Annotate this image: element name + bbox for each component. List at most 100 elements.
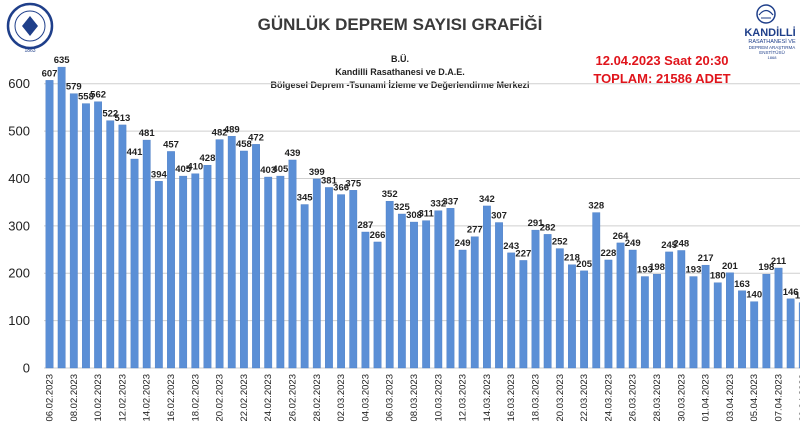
bar (142, 139, 151, 369)
x-tick-label: 06.03.2023 (385, 374, 396, 422)
bar-value-label: 249 (455, 238, 471, 249)
bar-value-label: 345 (297, 193, 314, 204)
bar-value-label: 249 (625, 238, 641, 249)
bar (422, 220, 431, 369)
bar (713, 282, 722, 369)
x-tick-label: 26.02.2023 (288, 374, 299, 422)
total-count: TOPLAM: 21586 ADET (593, 71, 730, 86)
bar (604, 259, 613, 369)
bar-value-label: 138 (795, 291, 800, 302)
right-logo-line2: DEPREM ARAŞTIRMA (749, 45, 796, 50)
bar-value-label: 481 (139, 128, 156, 139)
bar (385, 201, 394, 369)
bar-value-label: 218 (564, 253, 580, 264)
x-tick-label: 16.03.2023 (506, 374, 517, 422)
bar-value-label: 410 (187, 162, 203, 173)
x-tick-label: 10.02.2023 (93, 374, 104, 422)
bar-value-label: 558 (78, 92, 94, 103)
bar-value-label: 211 (771, 256, 787, 267)
bar-value-label: 243 (503, 241, 519, 252)
bar-value-label: 198 (649, 262, 665, 273)
bar (689, 276, 698, 369)
x-tick-label: 03.04.2023 (725, 374, 736, 422)
bar-value-label: 405 (175, 164, 192, 175)
bar (179, 175, 188, 369)
bar-value-label: 287 (357, 220, 373, 231)
bar-value-label: 381 (321, 175, 338, 186)
org-line-3: Bölgesel Deprem -Tsunami İzleme ve Değer… (271, 80, 530, 90)
x-tick-label: 18.03.2023 (531, 374, 542, 422)
bar (568, 264, 576, 369)
bar (312, 178, 321, 369)
x-tick-label: 24.03.2023 (603, 374, 614, 422)
bar (203, 164, 212, 369)
y-tick-label: 200 (8, 266, 30, 281)
bar (701, 264, 710, 369)
x-tick-label: 22.02.2023 (239, 374, 250, 422)
bar (774, 267, 783, 369)
x-tick-label: 22.03.2023 (579, 374, 590, 422)
bar (580, 270, 589, 369)
bar-value-label: 522 (102, 109, 118, 120)
x-tick-label: 14.03.2023 (482, 374, 493, 422)
x-tick-label: 09.04.2023 (798, 374, 800, 422)
x-tick-label: 05.04.2023 (749, 374, 760, 422)
bar (45, 80, 54, 369)
bar (738, 290, 746, 369)
bar (640, 276, 649, 369)
bar-value-label: 248 (673, 238, 689, 249)
bar (726, 272, 734, 369)
right-logo-year: 1868 (768, 55, 778, 60)
bar-value-label: 227 (515, 248, 531, 259)
bar (191, 173, 200, 369)
bar (519, 260, 528, 369)
bar-value-label: 308 (406, 210, 422, 221)
bar (361, 231, 370, 369)
bar (592, 212, 601, 369)
bar-value-label: 311 (418, 209, 434, 220)
bar-value-label: 140 (746, 290, 762, 301)
bar (458, 249, 467, 369)
x-tick-label: 26.03.2023 (628, 374, 639, 422)
bar-value-label: 403 (260, 165, 276, 176)
y-axis-ticks: 0 100 200 300 400 500 600 (8, 76, 30, 375)
bar-value-label: 607 (42, 68, 58, 79)
bar (154, 181, 163, 369)
bar (677, 250, 686, 369)
x-tick-label: 04.03.2023 (360, 374, 371, 422)
bar (434, 210, 443, 369)
bar-value-label: 489 (224, 124, 240, 135)
bar-value-label: 201 (722, 261, 739, 272)
bar-value-label: 277 (467, 225, 483, 236)
x-tick-label: 16.02.2023 (166, 374, 177, 422)
bars (45, 66, 800, 369)
x-tick-label: 01.04.2023 (701, 374, 712, 422)
report-datetime: 12.04.2023 Saat 20:30 (596, 53, 729, 68)
bar-value-label: 399 (309, 167, 325, 178)
bar-value-label: 352 (382, 189, 398, 200)
y-tick-label: 400 (8, 171, 30, 186)
bar (470, 236, 479, 369)
bar (446, 208, 455, 369)
org-line-1: B.Ü. (391, 54, 409, 64)
bar (483, 205, 491, 369)
y-tick-label: 100 (8, 313, 30, 328)
bar-value-label: 405 (272, 164, 289, 175)
right-logo-line1: RASATHANESİ VE (748, 38, 796, 45)
bar-value-label: 180 (710, 271, 726, 282)
bar-value-label: 282 (540, 222, 556, 233)
bar-value-label: 291 (528, 218, 545, 229)
bar (762, 273, 771, 369)
bar-value-label: 457 (163, 139, 179, 150)
bogazici-logo (6, 2, 54, 50)
bar-value-label: 264 (613, 231, 630, 242)
bar (300, 204, 309, 369)
bar-value-label: 245 (661, 240, 678, 251)
bar-value-label: 635 (54, 55, 71, 66)
bar-value-label: 163 (734, 279, 750, 290)
x-tick-label: 10.03.2023 (433, 374, 444, 422)
bar (531, 229, 540, 369)
bar (239, 150, 248, 369)
bar-value-label: 328 (588, 201, 604, 212)
bar (276, 175, 285, 369)
